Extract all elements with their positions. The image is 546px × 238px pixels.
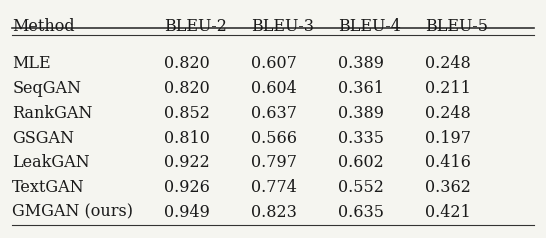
Text: 0.602: 0.602 [338, 154, 384, 171]
Text: 0.362: 0.362 [425, 179, 471, 196]
Text: BLEU-2: BLEU-2 [164, 18, 227, 35]
Text: RankGAN: RankGAN [12, 105, 93, 122]
Text: 0.197: 0.197 [425, 129, 471, 147]
Text: 0.389: 0.389 [338, 55, 384, 73]
Text: 0.361: 0.361 [338, 80, 384, 97]
Text: 0.797: 0.797 [251, 154, 297, 171]
Text: SeqGAN: SeqGAN [12, 80, 81, 97]
Text: 0.637: 0.637 [251, 105, 297, 122]
Text: 0.635: 0.635 [338, 204, 384, 221]
Text: 0.823: 0.823 [251, 204, 297, 221]
Text: 0.607: 0.607 [251, 55, 297, 73]
Text: 0.810: 0.810 [164, 129, 210, 147]
Text: 0.926: 0.926 [164, 179, 210, 196]
Text: 0.820: 0.820 [164, 80, 210, 97]
Text: LeakGAN: LeakGAN [12, 154, 90, 171]
Text: 0.604: 0.604 [251, 80, 297, 97]
Text: MLE: MLE [12, 55, 51, 73]
Text: 0.949: 0.949 [164, 204, 210, 221]
Text: 0.416: 0.416 [425, 154, 471, 171]
Text: 0.852: 0.852 [164, 105, 210, 122]
Text: BLEU-3: BLEU-3 [251, 18, 314, 35]
Text: 0.421: 0.421 [425, 204, 471, 221]
Text: 0.389: 0.389 [338, 105, 384, 122]
Text: 0.248: 0.248 [425, 55, 471, 73]
Text: BLEU-4: BLEU-4 [338, 18, 401, 35]
Text: BLEU-5: BLEU-5 [425, 18, 488, 35]
Text: TextGAN: TextGAN [12, 179, 85, 196]
Text: GSGAN: GSGAN [12, 129, 74, 147]
Text: 0.211: 0.211 [425, 80, 471, 97]
Text: GMGAN (ours): GMGAN (ours) [12, 204, 133, 221]
Text: 0.922: 0.922 [164, 154, 210, 171]
Text: 0.248: 0.248 [425, 105, 471, 122]
Text: 0.820: 0.820 [164, 55, 210, 73]
Text: 0.335: 0.335 [338, 129, 384, 147]
Text: 0.552: 0.552 [338, 179, 384, 196]
Text: 0.774: 0.774 [251, 179, 297, 196]
Text: Method: Method [12, 18, 75, 35]
Text: 0.566: 0.566 [251, 129, 297, 147]
